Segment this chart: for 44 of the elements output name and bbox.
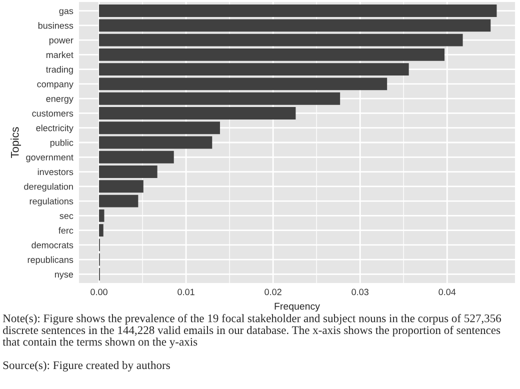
bar [99,78,388,90]
y-tick-label: government [26,154,74,162]
y-tick-label: regulations [30,198,74,206]
bar [99,92,340,105]
bar [99,166,158,178]
y-axis-title: Topics [10,127,21,158]
y-tick-label: nyse [54,272,74,280]
y-tick-label: customers [32,110,74,117]
bar [99,63,409,76]
bar [99,19,491,32]
x-tick-label: 0.01 [178,288,194,296]
x-tick-label: 0.04 [438,288,456,296]
y-tick-label: gas [59,9,74,16]
bar [99,150,174,164]
x-tick-label: 0.03 [352,288,368,296]
y-tick-label: public [50,139,74,148]
y-tick-label: ferc [58,227,74,234]
y-tick-label: company [37,82,74,90]
y-tick-label: power [49,38,74,46]
y-tick-label: business [38,22,74,29]
bar [99,194,138,208]
y-tick-label: republicans [28,256,74,265]
text: Note(s): Figure shows the prevalence of the 19 focal stakeholder and subject nouns in the corpus of 527,356 discrete sentences in the 144,228 valid emails in our database. The x-axis shows the proportion of sentences that contain the terms shown on the y-axis [2,314,502,348]
bar [99,209,104,222]
bar [99,180,144,193]
bar [99,122,220,134]
x-tick-label: 0.00 [90,288,108,296]
y-tick-label: investors [38,168,74,176]
y-tick-label: democrats [32,242,74,248]
y-tick-label: deregulation [24,183,73,192]
x-tick-label: 0.02 [264,288,282,296]
bar [99,136,212,149]
x-axis-title: Frequency [274,302,320,312]
bar [99,34,463,46]
y-tick-label: energy [46,97,74,104]
y-tick-label: trading [46,66,73,74]
y-tick-label: sec [60,214,74,220]
bar [99,48,445,61]
bar [99,107,296,120]
source-note: Source(s): Figure created by authors [3,361,170,372]
bar [99,224,104,237]
y-tick-label: electricity [36,124,74,134]
bar [99,4,497,17]
y-tick-label: market [46,51,74,58]
